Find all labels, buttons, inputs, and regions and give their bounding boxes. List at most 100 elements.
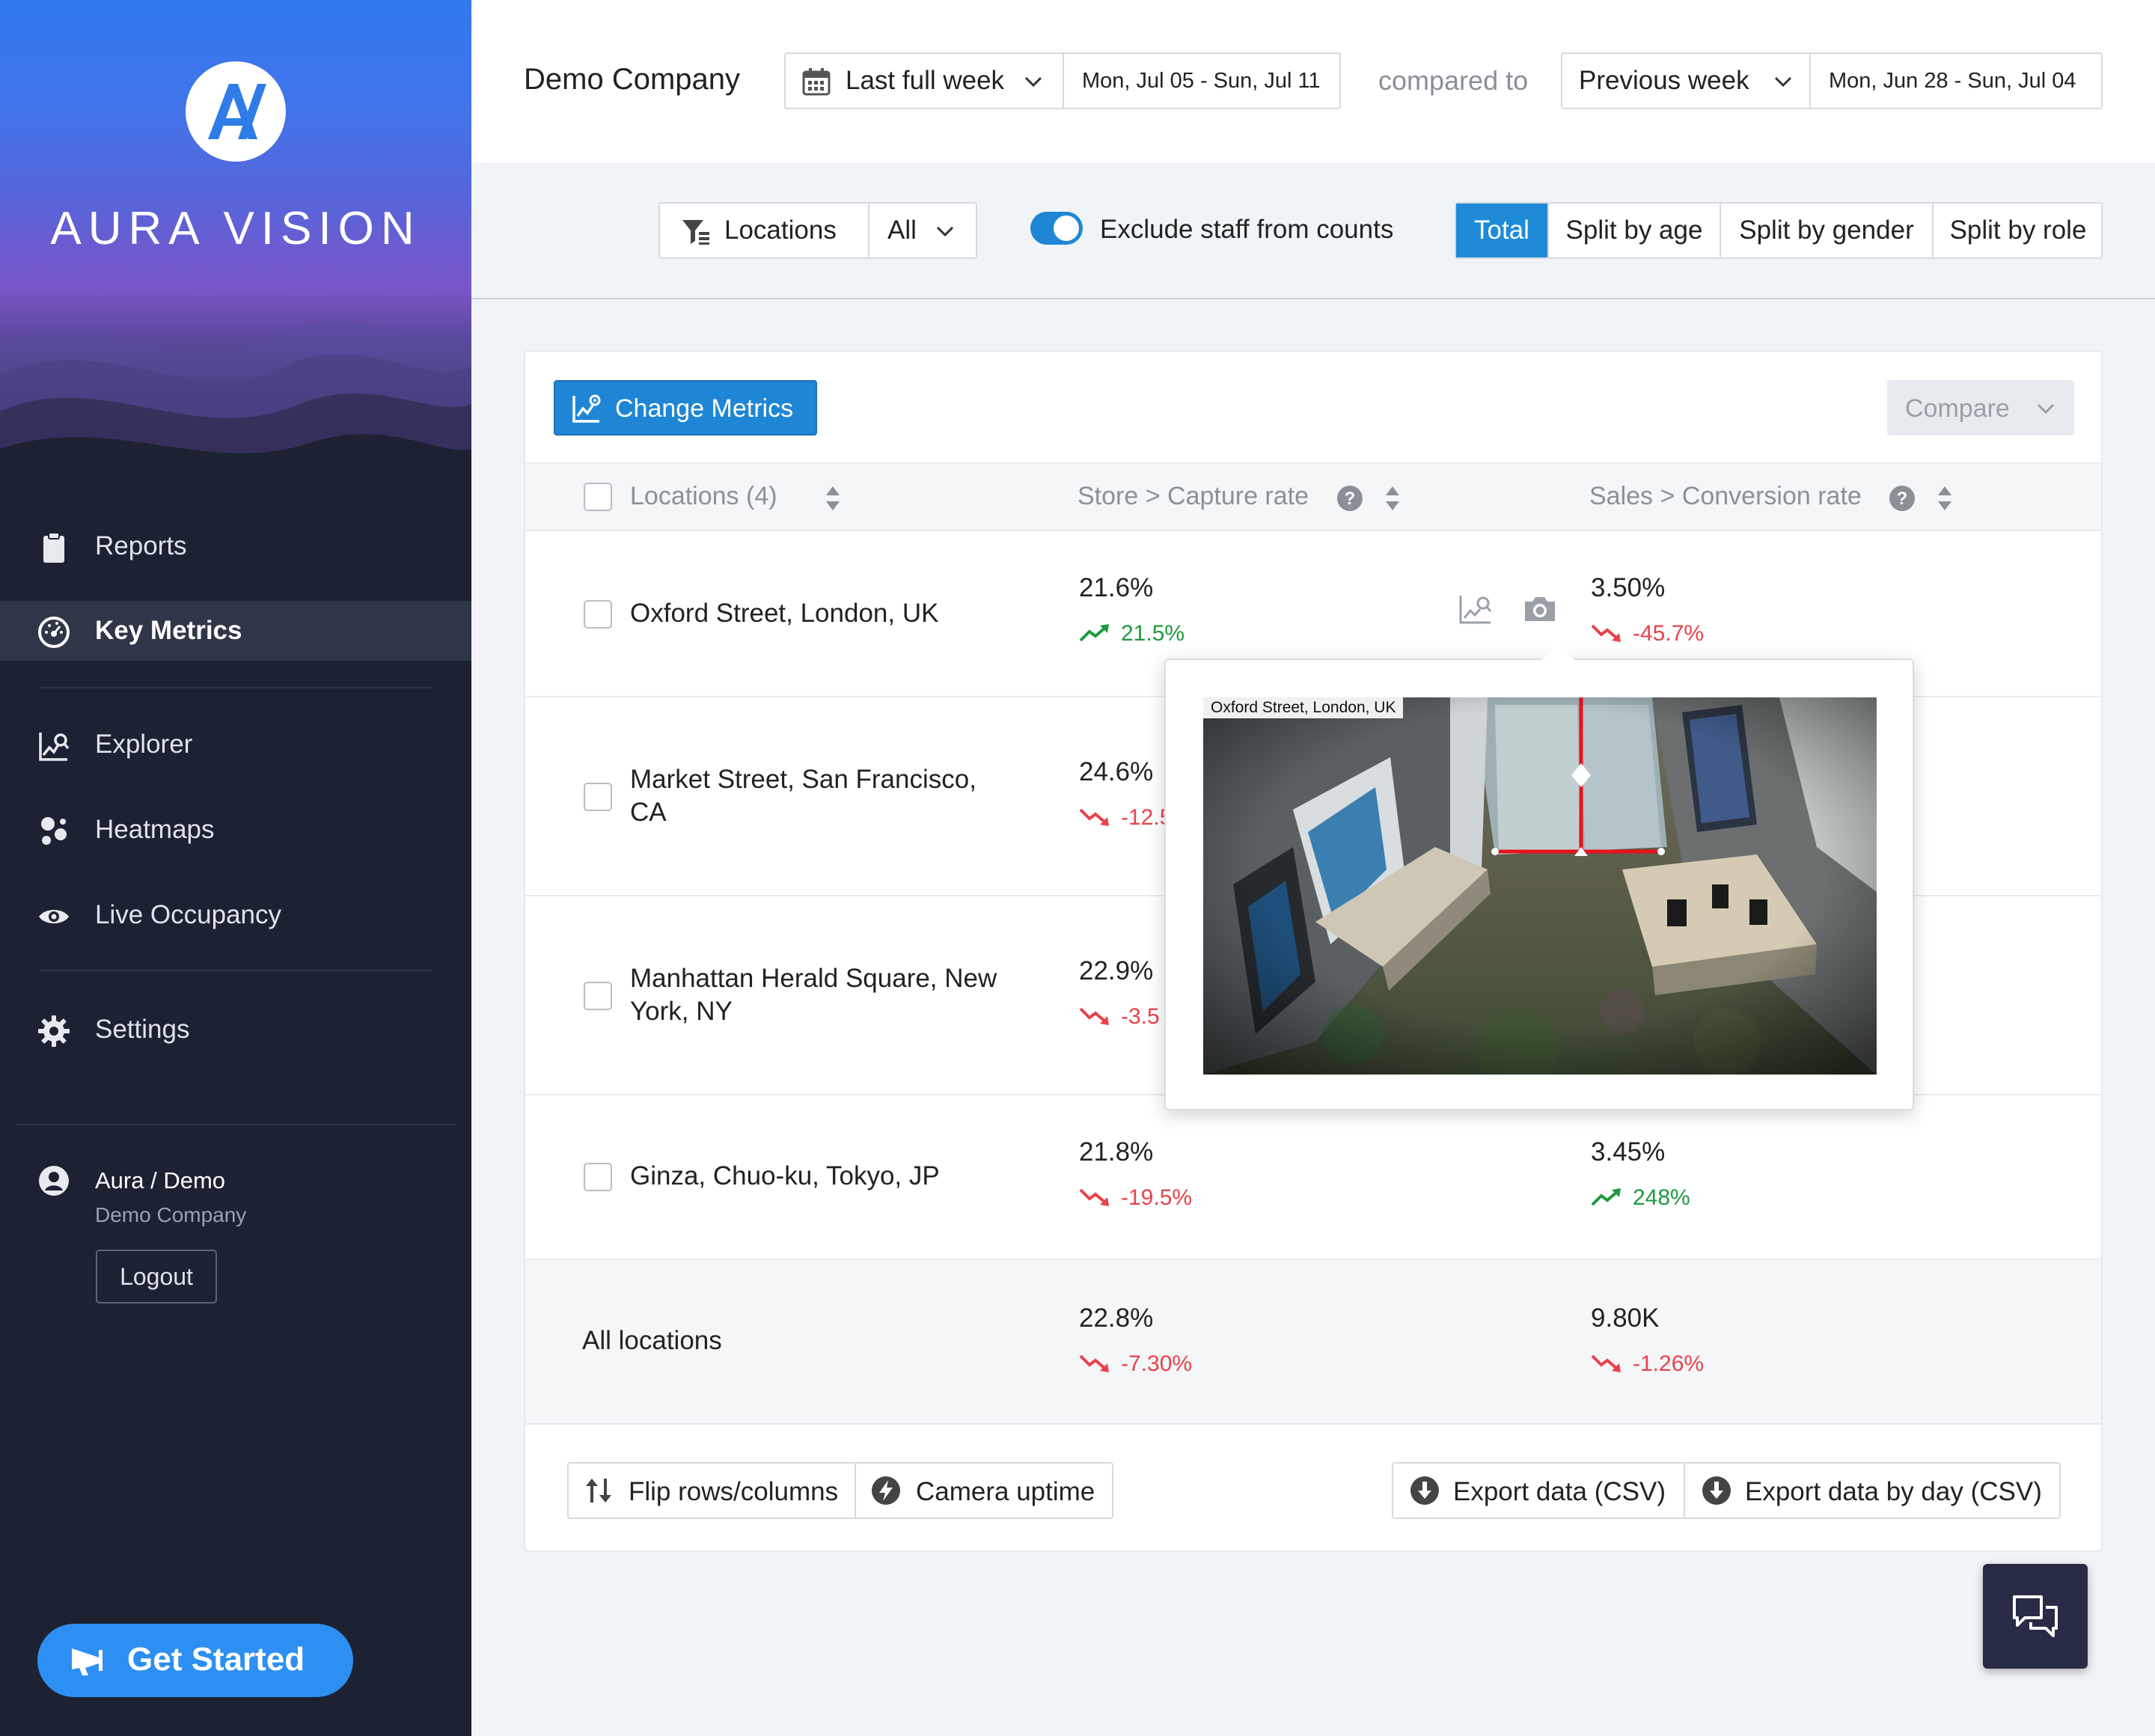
chevron-down-icon (1774, 76, 1792, 88)
camera-icon[interactable] (1522, 593, 1558, 626)
compare-label: Compare (1905, 394, 2010, 423)
table-row[interactable]: Ginza, Chuo-ku, Tokyo, JP 21.8% -19.5% 3… (525, 1095, 2101, 1260)
change-metrics-button[interactable]: Change Metrics (554, 380, 817, 435)
sidebar-item-live-occupancy[interactable]: Live Occupancy (0, 885, 471, 945)
chevron-down-icon (2037, 403, 2055, 415)
camera-uptime-label: Camera uptime (916, 1477, 1095, 1506)
row-checkbox[interactable] (584, 600, 612, 629)
sidebar-item-label: Heatmaps (95, 815, 215, 844)
period-dropdown[interactable]: Last full week (786, 54, 1063, 108)
sort-icon[interactable] (1937, 485, 1953, 512)
trend-down-icon (1591, 1354, 1621, 1372)
user-name: Aura / Demo (95, 1167, 226, 1194)
table-tools: Flip rows/columns Camera uptime (567, 1462, 1113, 1519)
total-capture-value: 22.8% (1079, 1303, 1154, 1333)
logout-button[interactable]: Logout (96, 1250, 217, 1303)
trend-down-icon (1079, 808, 1109, 826)
sidebar-item-settings[interactable]: Settings (0, 1000, 471, 1060)
comparison-range[interactable]: Mon, Jun 28 - Sun, Jul 04 (1811, 54, 2103, 108)
exclude-staff-toggle[interactable] (1030, 212, 1083, 245)
table-row[interactable]: Manhattan Herald Square, New York, NY 22… (525, 896, 2101, 1095)
split-total[interactable]: Total (1456, 204, 1547, 257)
divider (1809, 54, 1811, 108)
row-checkbox[interactable] (584, 783, 612, 811)
period-selector: Last full week Mon, Jul 05 - Sun, Jul 11 (784, 52, 1341, 109)
sidebar-item-label: Key Metrics (95, 616, 242, 645)
split-by-age[interactable]: Split by age (1565, 216, 1703, 245)
capture-rate-value: 24.6% (1079, 757, 1154, 786)
row-checkbox[interactable] (584, 1163, 612, 1191)
capture-rate-delta: -3.5 (1121, 1004, 1160, 1029)
total-conversion-value: 9.80K (1591, 1303, 1660, 1333)
help-icon[interactable]: ? (1336, 485, 1363, 512)
flip-label: Flip rows/columns (629, 1477, 839, 1506)
bolt-icon (872, 1476, 900, 1505)
location-name: Oxford Street, London, UK (630, 599, 939, 628)
trend-down-icon (1591, 624, 1621, 642)
column-header-conversion-rate[interactable]: Sales > Conversion rate (1589, 482, 1862, 510)
filter-bar: Locations All Exclude staff from counts … (471, 163, 2155, 299)
divider (1063, 54, 1064, 108)
export-by-day-csv-button[interactable]: Export data by day (CSV) (1685, 1464, 2061, 1518)
get-started-label: Get Started (127, 1641, 305, 1678)
export-csv-button[interactable]: Export data (CSV) (1393, 1464, 1684, 1518)
export-csv-label: Export data (CSV) (1453, 1477, 1666, 1506)
change-metrics-label: Change Metrics (615, 394, 794, 423)
gear-icon (38, 1015, 70, 1047)
divider (1547, 204, 1549, 257)
camera-location-label: Oxford Street, London, UK (1203, 697, 1404, 718)
sidebar-item-key-metrics[interactable]: Key Metrics (0, 601, 471, 661)
chart-settings-icon (572, 394, 601, 423)
comparison-dropdown[interactable]: Previous week (1562, 54, 1809, 108)
split-by-role[interactable]: Split by role (1949, 216, 2087, 245)
locations-filter-label[interactable]: Locations (660, 204, 868, 257)
trend-down-icon (1079, 1007, 1109, 1025)
split-selector: Total Split by age Split by gender Split… (1455, 202, 2103, 259)
camera-snapshot: Oxford Street, London, UK (1203, 697, 1877, 1075)
heatmap-icon (41, 817, 67, 845)
divider (1684, 1464, 1685, 1518)
table-row[interactable]: Oxford Street, London, UK 21.6% 21.5% 3.… (525, 531, 2101, 697)
sidebar-item-heatmaps[interactable]: Heatmaps (0, 800, 471, 860)
conversion-rate-value: 3.50% (1591, 573, 1666, 602)
select-all-checkbox[interactable] (584, 483, 612, 511)
user-icon (39, 1166, 69, 1196)
get-started-button[interactable]: Get Started (37, 1624, 353, 1697)
nav-divider (39, 970, 432, 971)
period-range[interactable]: Mon, Jul 05 - Sun, Jul 11 (1064, 54, 1341, 108)
split-by-gender[interactable]: Split by gender (1739, 216, 1914, 245)
svg-text:?: ? (1897, 489, 1908, 509)
company-title: Demo Company (524, 63, 741, 96)
locations-filter: Locations All (658, 202, 977, 259)
sort-icon[interactable] (825, 485, 841, 512)
locations-value-dropdown[interactable]: All (869, 204, 977, 257)
help-icon[interactable]: ? (1889, 485, 1916, 512)
chat-icon (2013, 1595, 2058, 1637)
location-name: Market Street, San Francisco, CA (630, 765, 976, 827)
sidebar-item-label: Explorer (95, 730, 193, 759)
column-header-locations[interactable]: Locations (4) (630, 482, 777, 510)
capture-rate-delta: 21.5% (1121, 621, 1185, 646)
eye-icon (39, 910, 69, 923)
explore-chart-icon[interactable] (1458, 593, 1494, 626)
svg-text:?: ? (1345, 489, 1356, 509)
camera-uptime-button[interactable]: Camera uptime (856, 1464, 1113, 1518)
row-checkbox[interactable] (584, 982, 612, 1010)
brand-name: AURA VISION (50, 203, 421, 254)
divider (855, 1464, 856, 1518)
compare-dropdown[interactable]: Compare (1887, 380, 2074, 435)
flip-rows-columns-button[interactable]: Flip rows/columns (569, 1464, 855, 1518)
trend-up-icon (1591, 1188, 1621, 1206)
sidebar-item-explorer[interactable]: Explorer (0, 715, 471, 774)
chat-widget-button[interactable] (1983, 1564, 2088, 1669)
column-header-capture-rate[interactable]: Store > Capture rate (1078, 482, 1309, 510)
sidebar-item-label: Live Occupancy (95, 900, 282, 929)
trend-down-icon (1079, 1354, 1109, 1372)
divider (1932, 204, 1934, 257)
locations-value: All (887, 216, 917, 245)
compared-to-label: compared to (1378, 65, 1529, 96)
filter-icon (682, 220, 709, 245)
divider (868, 204, 869, 257)
sidebar-item-reports[interactable]: Reports (0, 516, 471, 576)
sort-icon[interactable] (1384, 485, 1401, 512)
